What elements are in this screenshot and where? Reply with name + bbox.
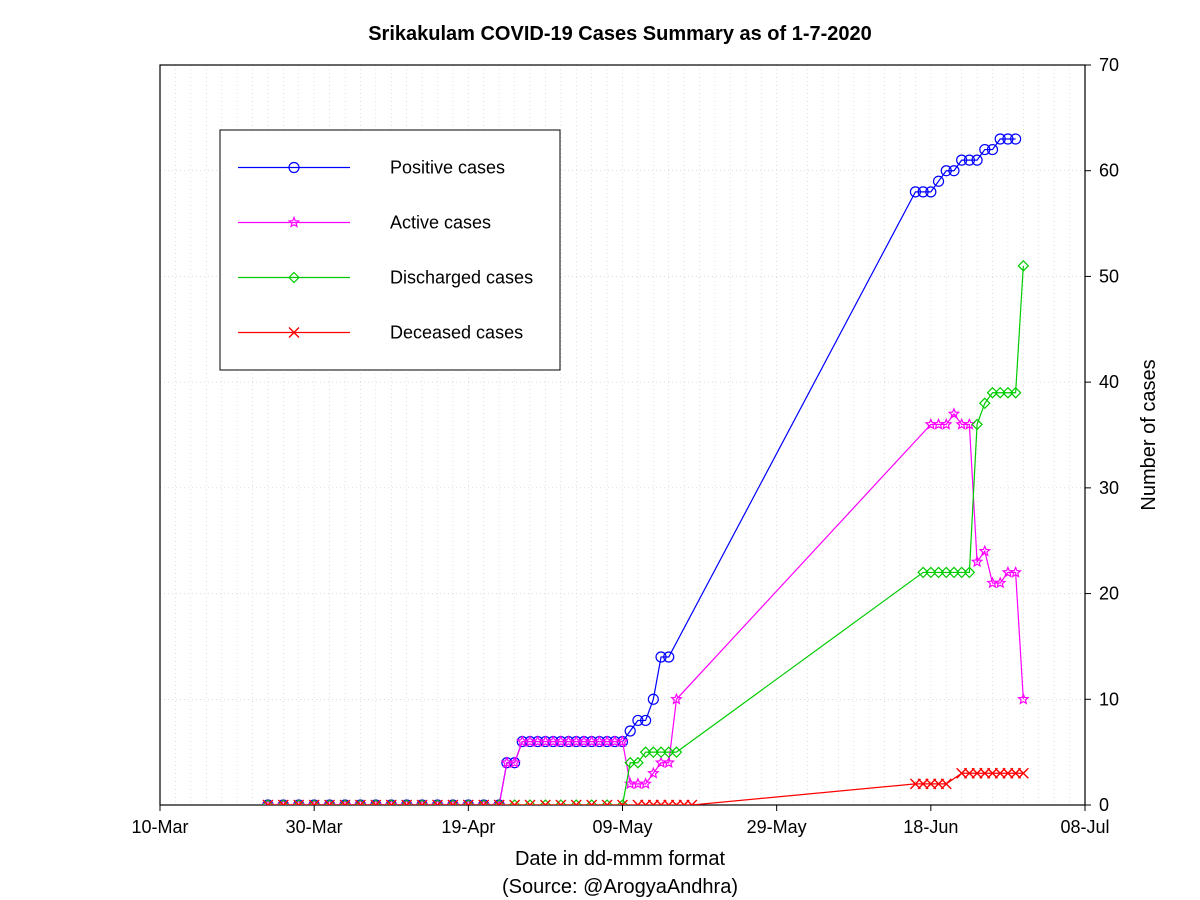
y-axis-label: Number of cases [1138, 359, 1160, 510]
legend-label: Positive cases [390, 157, 505, 177]
x-tick-label: 19-Apr [441, 817, 495, 837]
chart-title: Srikakulam COVID-19 Cases Summary as of … [368, 23, 872, 45]
x-tick-label: 29-May [747, 817, 807, 837]
legend-label: Discharged cases [390, 267, 533, 287]
x-tick-label: 10-Mar [131, 817, 188, 837]
y-tick-label: 20 [1099, 584, 1119, 604]
chart-container: Srikakulam COVID-19 Cases Summary as of … [0, 0, 1200, 900]
y-tick-label: 60 [1099, 161, 1119, 181]
covid-line-chart: Srikakulam COVID-19 Cases Summary as of … [0, 0, 1200, 900]
x-tick-label: 08-Jul [1060, 817, 1109, 837]
x-tick-label: 30-Mar [286, 817, 343, 837]
legend-label: Deceased cases [390, 322, 523, 342]
y-tick-label: 0 [1099, 795, 1109, 815]
y-tick-label: 40 [1099, 372, 1119, 392]
y-tick-label: 30 [1099, 478, 1119, 498]
x-axis-sublabel: (Source: @ArogyaAndhra) [502, 876, 738, 898]
y-tick-label: 10 [1099, 689, 1119, 709]
y-tick-label: 50 [1099, 266, 1119, 286]
x-tick-label: 18-Jun [903, 817, 958, 837]
legend-label: Active cases [390, 212, 491, 232]
x-axis-label: Date in dd-mmm format [515, 848, 725, 870]
y-tick-label: 70 [1099, 55, 1119, 75]
x-tick-label: 09-May [592, 817, 652, 837]
